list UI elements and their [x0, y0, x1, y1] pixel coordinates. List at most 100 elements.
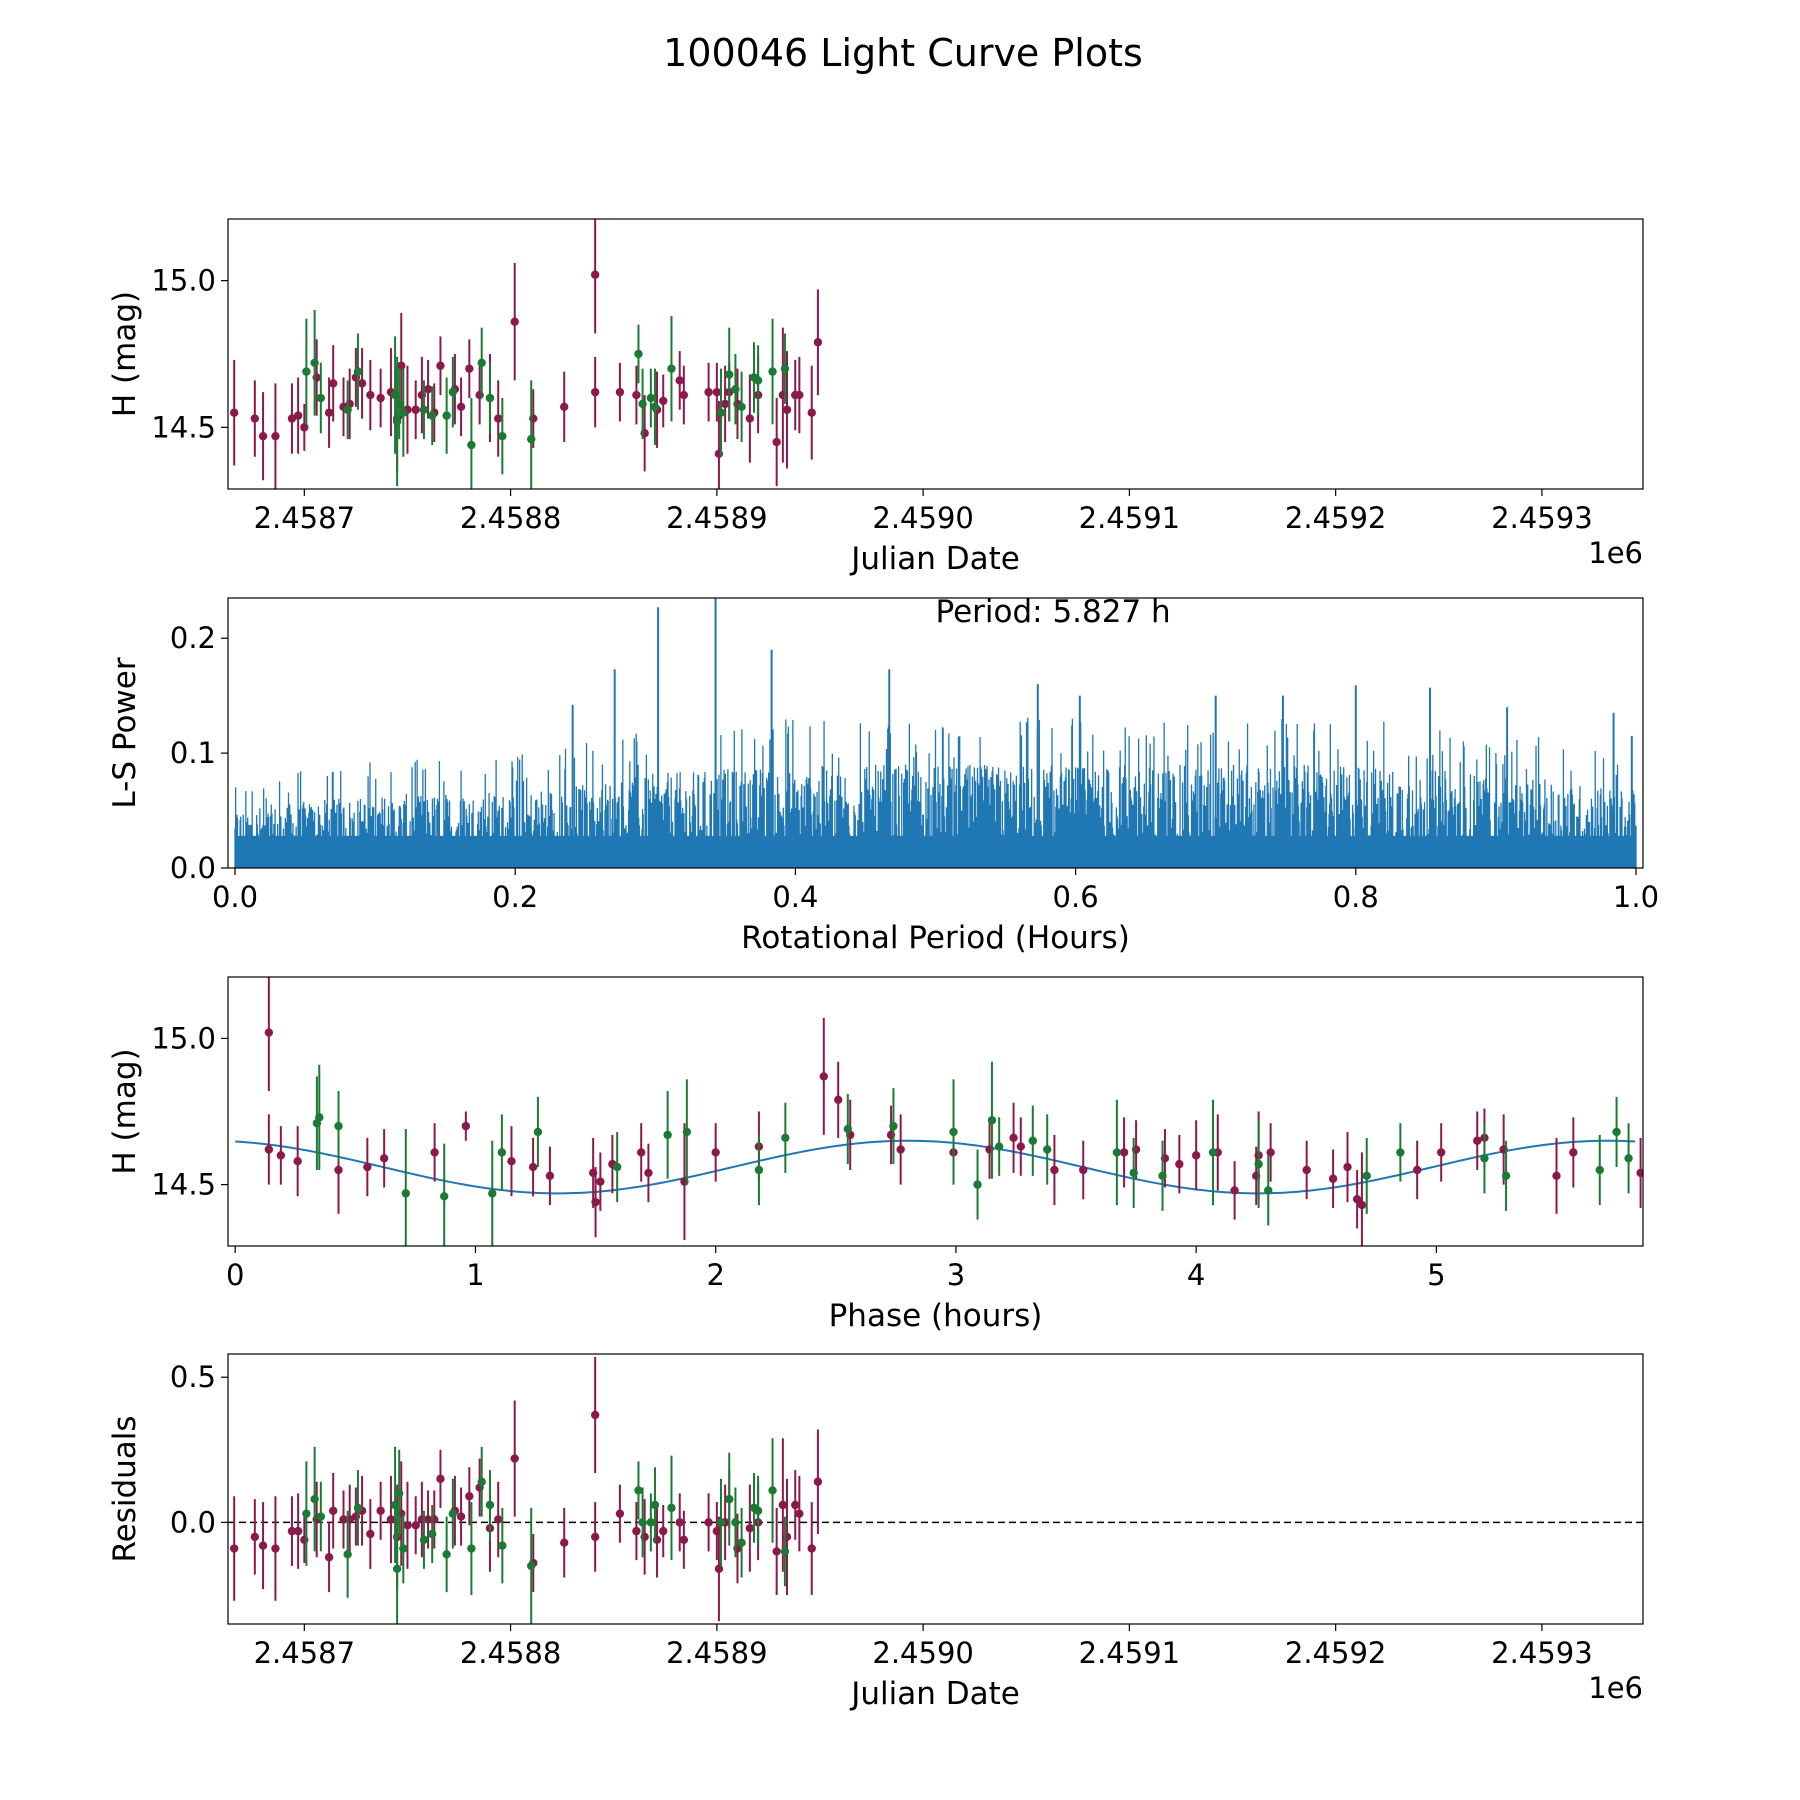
data-point	[1119, 1148, 1129, 1157]
data-point	[725, 1494, 734, 1504]
data-point	[987, 1116, 997, 1125]
data-point	[596, 1177, 605, 1186]
data-point	[395, 1489, 404, 1498]
data-point	[250, 414, 260, 423]
periodogram-panel: Rotational Period (Hours) L-S Power Peri…	[107, 594, 1659, 956]
data-point	[302, 1509, 311, 1518]
data-point	[533, 1127, 543, 1137]
data-point	[494, 1515, 503, 1524]
data-point	[271, 1544, 280, 1553]
data-point	[949, 1127, 958, 1137]
data-point	[780, 364, 790, 373]
data-point	[1624, 1154, 1633, 1163]
data-point	[1595, 1165, 1604, 1175]
data-point	[264, 1028, 274, 1037]
data-point	[1158, 1171, 1167, 1181]
data-point	[650, 1500, 660, 1510]
data-point	[411, 405, 420, 414]
data-point	[754, 1165, 764, 1175]
data-point	[465, 364, 474, 373]
data-point	[498, 1541, 507, 1550]
y-tick-label: 0.0	[170, 1505, 216, 1539]
data-point	[376, 1506, 385, 1515]
x-tick-label: 2.4592	[1285, 1636, 1386, 1670]
data-point	[334, 1165, 343, 1175]
data-point	[667, 1503, 676, 1513]
data-point	[720, 399, 730, 409]
data-point	[781, 1133, 790, 1143]
x-axis-label: Julian Date	[849, 1676, 1020, 1712]
x-tick-label: 1.0	[1613, 880, 1659, 914]
data-point	[753, 1506, 763, 1515]
data-point	[376, 393, 385, 403]
data-point	[778, 1500, 788, 1510]
x-tick-label: 0.6	[1053, 880, 1099, 914]
data-point	[465, 1492, 474, 1501]
y-tick-label: 0.1	[170, 736, 216, 770]
x-tick-label: 2.4588	[460, 1636, 561, 1670]
y-tick-label: 14.5	[151, 410, 216, 444]
data-point	[379, 1154, 389, 1163]
y-tick-label: 0.0	[170, 851, 216, 885]
data-point	[363, 1162, 372, 1172]
x-tick-label: 2.4589	[666, 501, 767, 535]
y-tick-label: 0.5	[170, 1360, 216, 1394]
data-point	[638, 399, 647, 409]
data-point	[293, 1526, 303, 1536]
data-point	[316, 393, 326, 403]
data-point	[745, 1523, 755, 1533]
data-point	[813, 1477, 823, 1486]
data-point	[1480, 1154, 1489, 1163]
y-tick-label: 15.0	[151, 1021, 216, 1055]
plot-area	[229, 219, 823, 489]
x-tick-label: 2.4589	[666, 1636, 767, 1670]
data-point	[560, 402, 569, 412]
data-point	[423, 385, 433, 394]
data-point	[300, 423, 309, 432]
data-point	[731, 385, 740, 394]
data-point	[229, 1544, 239, 1553]
data-point	[590, 1410, 600, 1420]
data-point	[428, 1529, 437, 1539]
data-point	[366, 390, 375, 400]
data-point	[634, 1486, 643, 1495]
x-tick-label: 2.4592	[1285, 501, 1386, 535]
data-point	[343, 405, 352, 414]
data-point	[488, 1189, 497, 1198]
data-point	[1175, 1159, 1184, 1169]
series-green	[302, 1438, 790, 1624]
data-point	[229, 408, 239, 417]
data-point	[1343, 1162, 1352, 1172]
data-point	[477, 358, 486, 368]
data-point	[1129, 1168, 1138, 1178]
data-point	[419, 1535, 429, 1545]
axes-frame	[227, 976, 1644, 1247]
data-point	[328, 379, 338, 388]
data-point	[411, 1521, 420, 1530]
data-point	[293, 1157, 302, 1166]
data-point	[675, 1518, 684, 1527]
data-point	[1043, 1145, 1052, 1154]
data-point	[485, 1500, 495, 1510]
data-point	[712, 1526, 722, 1536]
y-tick-label: 0.2	[170, 621, 216, 655]
data-point	[428, 411, 437, 420]
data-point	[663, 1130, 672, 1140]
data-point	[366, 1529, 375, 1539]
data-point	[1009, 1133, 1018, 1143]
data-point	[302, 367, 311, 376]
data-point	[704, 387, 713, 397]
x-tick-label: 2.4588	[460, 501, 561, 535]
x-tick-label: 0	[226, 1258, 244, 1292]
data-point	[258, 1541, 268, 1550]
x-tick-label: 4	[1187, 1258, 1205, 1292]
data-point	[716, 1518, 726, 1527]
data-point	[448, 1509, 458, 1518]
data-point	[1254, 1159, 1263, 1169]
data-point	[448, 387, 458, 397]
data-point	[667, 364, 676, 373]
data-point	[442, 1550, 451, 1559]
data-point	[440, 1192, 449, 1201]
data-point	[791, 1500, 800, 1510]
